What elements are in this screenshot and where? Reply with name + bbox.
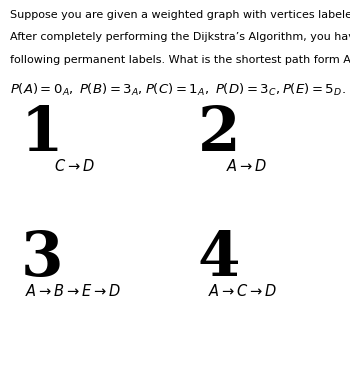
Text: Suppose you are given a weighted graph with vertices labeled from A to E.: Suppose you are given a weighted graph w… [10,10,350,20]
Text: $A \rightarrow C \rightarrow D$: $A \rightarrow C \rightarrow D$ [208,283,278,300]
Text: 2: 2 [198,104,240,163]
Text: $P(E) = 5_D.$: $P(E) = 5_D.$ [282,82,345,98]
Text: $P(D) = 3_C,$: $P(D) = 3_C,$ [215,82,280,98]
Text: $P(A) = 0_A,$: $P(A) = 0_A,$ [10,82,74,98]
Text: After completely performing the Dijkstra’s Algorithm, you have the: After completely performing the Dijkstra… [10,32,350,43]
Text: 3: 3 [21,229,63,289]
Text: $C \rightarrow D$: $C \rightarrow D$ [54,158,95,174]
Text: $P(B) = 3_A,$: $P(B) = 3_A,$ [79,82,142,98]
Text: $A \rightarrow B \rightarrow E \rightarrow D$: $A \rightarrow B \rightarrow E \rightarr… [25,283,121,300]
Text: 1: 1 [21,104,63,163]
Text: $A \rightarrow D$: $A \rightarrow D$ [226,158,267,174]
Text: $P(C) = 1_A,$: $P(C) = 1_A,$ [145,82,209,98]
Text: 4: 4 [198,229,240,289]
Text: following permanent labels. What is the shortest path form A to D?: following permanent labels. What is the … [10,55,350,65]
